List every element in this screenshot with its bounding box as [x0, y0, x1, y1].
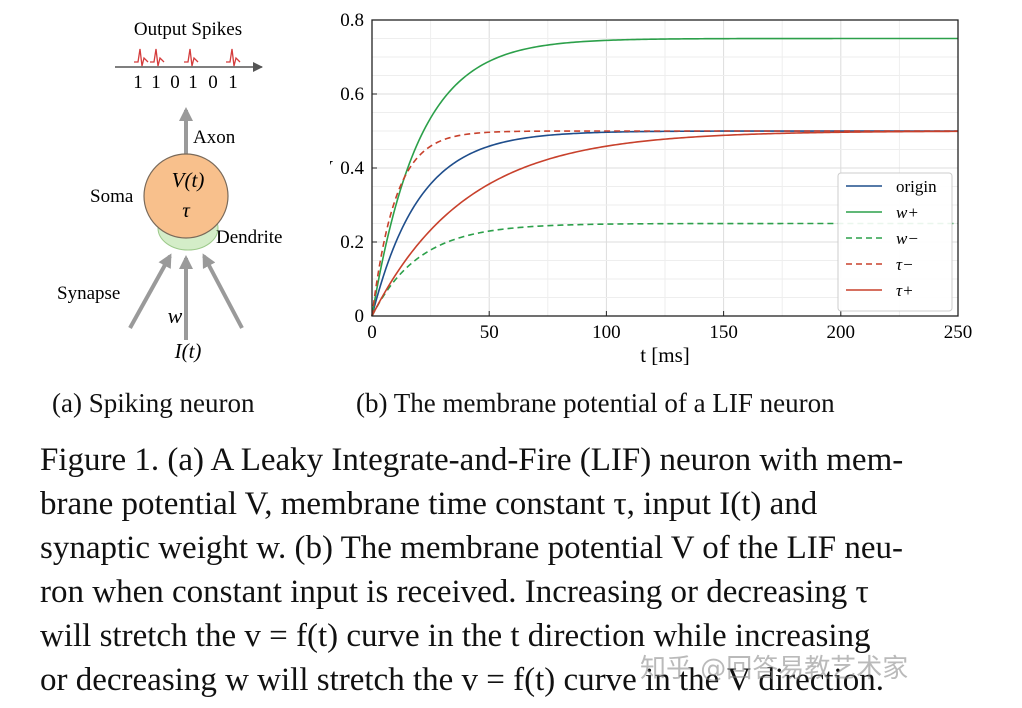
subcaption-b: (b) The membrane potential of a LIF neur… [356, 388, 835, 418]
soma-circle [143, 153, 229, 239]
series-line [371, 130, 959, 317]
input-label: I(t) [174, 339, 202, 363]
legend-label: origin [896, 177, 937, 196]
x-tick-label: 150 [709, 322, 738, 343]
caption-line: ron when constant input is received. Inc… [40, 574, 869, 610]
legend-box [837, 172, 953, 312]
spike-bit: 1 [228, 72, 238, 93]
output-spike-train [134, 48, 241, 67]
axon-label: Axon [193, 127, 236, 148]
dendrite-label: Dendrite [216, 227, 282, 248]
legend-label: w+ [896, 203, 919, 222]
soma-tau: τ [182, 198, 191, 222]
spike-bit: 0 [170, 72, 180, 93]
synapse-arrow [202, 253, 244, 329]
x-tick-label: 0 [367, 322, 377, 343]
chart-legend: origin w+ w− τ− τ+ [837, 172, 953, 312]
y-axis-label: V [330, 156, 333, 180]
spiking-neuron-diagram: Output Spikes 1 1 0 1 0 1 Axon V(t) τ So… [57, 19, 282, 363]
caption-line: synaptic weight w. (b) The membrane pote… [40, 530, 903, 566]
soma-potential: V(t) [172, 168, 205, 192]
x-tick-label: 100 [592, 322, 621, 343]
y-tick-label: 0.2 [340, 232, 364, 253]
output-spikes-label: Output Spikes [134, 19, 242, 40]
synapse-arrows [128, 253, 244, 340]
x-tick-label: 200 [827, 322, 856, 343]
x-axis-label: t [ms] [640, 343, 690, 367]
series-line [371, 130, 958, 317]
spike-icon [226, 48, 241, 67]
figure-caption: Figure 1. (a) A Leaky Integrate-and-Fire… [40, 438, 984, 702]
y-tick-label: 0.4 [340, 158, 364, 179]
x-tick-label: 250 [944, 322, 973, 343]
caption-line: brane potential V, membrane time constan… [40, 486, 818, 522]
legend-label: w− [896, 229, 919, 248]
spike-bit: 1 [188, 72, 198, 93]
spike-icon [184, 48, 199, 67]
series-line [371, 37, 958, 317]
x-tick-label: 50 [480, 322, 499, 343]
caption-line: Figure 1. (a) A Leaky Integrate-and-Fire… [40, 442, 904, 478]
spike-bit: 0 [208, 72, 218, 93]
weight-label: w [168, 303, 183, 328]
chart-ticks: 0 50 100 150 200 250 0 0.2 0.4 0.6 0.8 [340, 10, 972, 343]
y-tick-label: 0.6 [340, 84, 364, 105]
spike-bits: 1 1 0 1 0 1 [133, 72, 238, 93]
spike-bit: 1 [133, 72, 143, 93]
subcaption-a: (a) Spiking neuron [52, 388, 255, 418]
spike-bit: 1 [151, 72, 161, 93]
membrane-potential-chart: 0 50 100 150 200 250 0 0.2 0.4 0.6 0.8 t [ms] V or… [330, 10, 972, 367]
synapse-arrow [128, 253, 172, 329]
y-tick-label: 0 [355, 306, 365, 327]
legend-label: τ− [896, 255, 914, 274]
caption-line: will stretch the v = f(t) curve in the t… [40, 618, 871, 654]
watermark: 知乎 @回答易教艺术家 [640, 654, 909, 684]
caption-line: or decreasing w will stretch the v = f(t… [40, 662, 884, 698]
soma-label: Soma [90, 186, 134, 207]
spike-icon [150, 48, 165, 67]
y-tick-label: 0.8 [340, 10, 364, 31]
spike-icon [134, 48, 149, 67]
synapse-label: Synapse [57, 283, 120, 304]
legend-label: τ+ [896, 281, 914, 300]
